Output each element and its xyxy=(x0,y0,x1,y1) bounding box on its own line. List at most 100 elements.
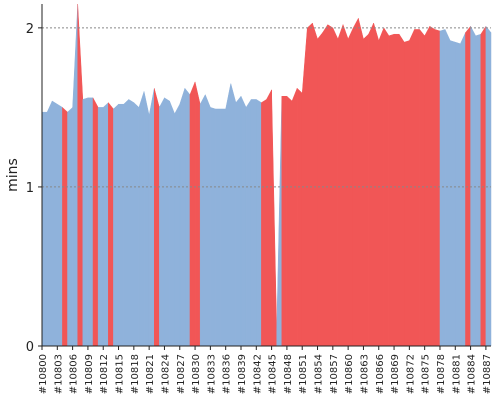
area-segment-10817 xyxy=(128,98,135,347)
x-tick-label: #10818 xyxy=(130,354,141,394)
y-tick-label: 2 xyxy=(26,22,34,37)
x-tick-label: #10812 xyxy=(99,354,110,394)
area-segment-10878 xyxy=(439,29,446,347)
x-tick-label: #10833 xyxy=(206,354,217,394)
area-segment-10809 xyxy=(87,97,94,347)
x-tick-label: #10815 xyxy=(115,354,126,394)
x-tick-label: #10824 xyxy=(160,354,171,394)
grid-lines xyxy=(42,27,491,188)
area-segment-10879 xyxy=(444,29,451,347)
x-tick-label: #10857 xyxy=(329,354,340,394)
area-segment-10836 xyxy=(225,83,232,347)
area-segment-10842 xyxy=(256,98,262,347)
area-segment-10843 xyxy=(261,98,267,347)
area-segment-10846 xyxy=(276,96,283,347)
x-tick-label: #10842 xyxy=(252,354,263,394)
area-segment-10855 xyxy=(322,23,328,347)
area-segment-10828 xyxy=(184,87,191,347)
x-tick-label: #10869 xyxy=(390,354,401,394)
area-segment-10839 xyxy=(240,96,247,347)
x-tick-label: #10806 xyxy=(69,354,80,394)
area-segment-10881 xyxy=(455,41,461,347)
axes xyxy=(41,4,491,347)
area-segment-10821 xyxy=(148,88,155,347)
area-segment-10853 xyxy=(312,23,318,347)
area-segment-10875 xyxy=(424,26,431,347)
x-tick-label: #10800 xyxy=(38,354,49,394)
y-tick-label: 0 xyxy=(26,340,34,355)
area-segment-10805 xyxy=(67,106,73,347)
area-segment-10849 xyxy=(291,88,298,347)
area-segment-10819 xyxy=(138,91,145,347)
area-segment-10822 xyxy=(154,88,160,347)
area-segment-10837 xyxy=(230,83,237,347)
area-segment-10827 xyxy=(179,88,186,347)
x-ticks: #10800 #10803 #10806 #10809 #10812 #10815 #108… xyxy=(38,346,493,394)
area-segment-10844 xyxy=(266,89,272,347)
x-tick-label: #10872 xyxy=(405,354,416,394)
area-segment-10872 xyxy=(409,29,415,347)
area-segment-10820 xyxy=(143,91,150,347)
area-segment-10807 xyxy=(77,3,84,347)
area-segment-10859 xyxy=(342,24,349,347)
y-ticks: 0 1 2 xyxy=(26,22,42,355)
area-segment-10813 xyxy=(108,101,114,347)
area-segment-10874 xyxy=(419,28,425,347)
area-segment-10882 xyxy=(460,32,466,347)
x-tick-label: #10839 xyxy=(237,354,248,394)
area-segment-10877 xyxy=(434,29,441,347)
area-segment-10804 xyxy=(62,106,68,347)
x-tick-label: #10863 xyxy=(359,354,370,394)
area-segment-10835 xyxy=(220,108,226,347)
area-segment-10823 xyxy=(159,97,165,347)
x-tick-label: #10875 xyxy=(421,354,432,394)
x-tick-label: #10881 xyxy=(451,354,462,394)
area-segment-10810 xyxy=(92,97,99,347)
area-segment-10833 xyxy=(210,107,216,347)
area-segment-10803 xyxy=(57,103,63,347)
area-segment-10815 xyxy=(118,103,124,347)
area-segment-10869 xyxy=(393,33,400,347)
y-tick-label: 1 xyxy=(26,181,34,196)
area-segment-10832 xyxy=(205,94,211,347)
area-segment-10818 xyxy=(133,102,140,347)
area-segment-10812 xyxy=(102,102,109,347)
area-segment-10845 xyxy=(271,89,277,347)
area-segment-10806 xyxy=(72,3,78,347)
y-axis-label: mins xyxy=(5,158,21,192)
x-tick-label: #10854 xyxy=(314,354,325,394)
area-segment-10816 xyxy=(123,98,129,347)
x-tick-label: #10809 xyxy=(84,354,95,394)
area-segment-10811 xyxy=(97,107,104,347)
area-segment-10830 xyxy=(194,81,201,347)
area-segment-10864 xyxy=(368,22,374,347)
x-tick-label: #10845 xyxy=(268,354,279,394)
x-tick-label: #10830 xyxy=(191,354,202,394)
area-segment-10825 xyxy=(169,100,175,347)
x-tick-label: #10821 xyxy=(145,354,156,394)
area-segment-10840 xyxy=(245,98,252,347)
x-tick-label: #10887 xyxy=(482,354,493,394)
area-segment-10854 xyxy=(317,31,323,347)
area-segment-10863 xyxy=(363,33,369,347)
area-segment-10870 xyxy=(398,33,405,347)
area-segment-10847 xyxy=(281,96,288,347)
area-segment-10880 xyxy=(449,40,456,347)
area-segment-10884 xyxy=(470,26,476,347)
x-tick-label: #10827 xyxy=(176,354,187,394)
area-layer xyxy=(41,3,492,347)
x-tick-label: #10860 xyxy=(344,354,355,394)
x-tick-label: #10836 xyxy=(222,354,233,394)
area-segment-10883 xyxy=(465,25,471,347)
area-segment-10858 xyxy=(337,24,344,347)
area-segment-10848 xyxy=(286,95,293,347)
area-segment-10801 xyxy=(46,100,53,347)
area-segment-10868 xyxy=(388,33,395,347)
x-tick-label: #10866 xyxy=(375,354,386,394)
area-segment-10826 xyxy=(174,104,181,347)
area-segment-10861 xyxy=(352,18,359,347)
area-segment-10856 xyxy=(327,24,334,347)
area-segment-10800 xyxy=(41,111,48,347)
area-segment-10824 xyxy=(164,97,170,347)
x-tick-label: #10878 xyxy=(436,354,447,394)
